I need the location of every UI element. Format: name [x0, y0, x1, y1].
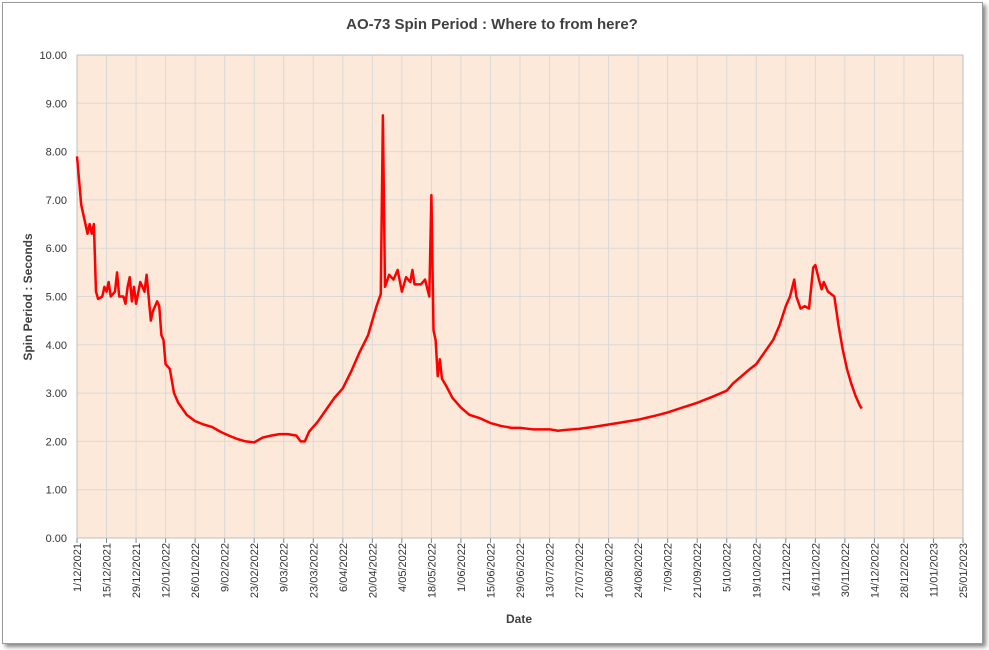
y-tick-label: 0.00 [46, 533, 67, 545]
y-axis-title: Spin Period : Seconds [21, 233, 35, 361]
chart-title: AO-73 Spin Period : Where to from here? [346, 16, 638, 33]
x-tick-label: 24/08/2022 [633, 543, 645, 598]
x-tick-label: 15/06/2022 [485, 543, 497, 598]
x-tick-label: 16/11/2022 [810, 543, 822, 597]
x-tick-label: 9/02/2022 [220, 543, 232, 592]
x-tick-label: 29/12/2021 [131, 543, 143, 598]
x-tick-label: 14/12/2022 [869, 543, 881, 598]
x-tick-label: 11/01/2023 [928, 543, 940, 597]
x-tick-label: 1/06/2022 [456, 543, 468, 592]
x-tick-label: 26/01/2022 [190, 543, 202, 598]
y-tick-label: 7.00 [46, 195, 67, 207]
x-tick-label: 28/12/2022 [899, 543, 911, 598]
x-tick-label: 10/08/2022 [604, 543, 616, 598]
x-tick-label: 5/10/2022 [722, 543, 734, 592]
x-tick-label: 18/05/2022 [426, 543, 438, 598]
x-tick-label: 1/12/2021 [72, 543, 84, 592]
y-tick-label: 8.00 [46, 147, 67, 159]
data-line [75, 114, 863, 444]
x-tick-label: 23/02/2022 [249, 543, 261, 598]
x-tick-label: 20/04/2022 [367, 543, 379, 598]
x-tick-label: 15/12/2021 [102, 543, 114, 598]
x-tick-label: 2/11/2022 [781, 543, 793, 591]
y-tick-label: 6.00 [46, 243, 67, 255]
x-tick-label: 25/01/2023 [958, 543, 970, 598]
x-tick-label: 27/07/2022 [574, 543, 586, 598]
y-tick-label: 9.00 [46, 98, 67, 110]
x-axis-title: Date [506, 612, 532, 626]
y-tick-label: 3.00 [46, 388, 67, 400]
x-tick-label: 21/09/2022 [692, 543, 704, 598]
plot-border [76, 54, 964, 539]
x-tick-label: 6/04/2022 [338, 543, 350, 592]
x-tick-label: 4/05/2022 [397, 543, 409, 592]
x-tick-label: 23/03/2022 [308, 543, 320, 598]
y-tick-label: 2.00 [46, 436, 67, 448]
y-tick-label: 10.00 [39, 50, 67, 62]
y-tick-label: 4.00 [46, 340, 67, 352]
x-tick-label: 30/11/2022 [840, 543, 852, 597]
x-tick-label: 12/01/2022 [161, 543, 173, 598]
y-tick-label: 1.00 [46, 485, 67, 497]
x-tick-label: 13/07/2022 [545, 543, 557, 598]
x-tick-label: 9/03/2022 [279, 543, 291, 592]
x-tick-label: 19/10/2022 [751, 543, 763, 598]
x-tick-label: 7/09/2022 [663, 543, 675, 592]
x-tick-label: 29/06/2022 [515, 543, 527, 598]
y-tick-label: 5.00 [46, 292, 67, 304]
